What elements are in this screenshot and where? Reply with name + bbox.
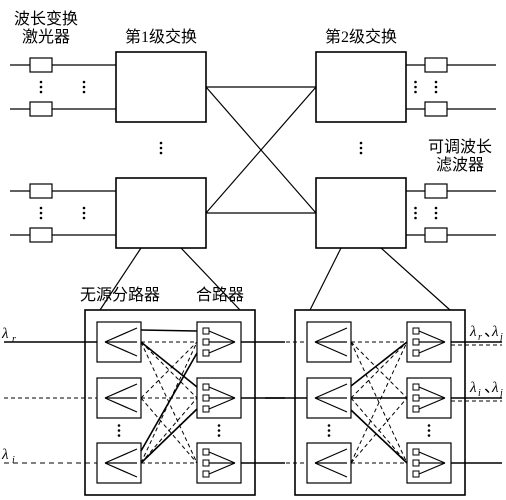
lambda-r: λ [1, 326, 9, 342]
label: r [478, 332, 482, 343]
lambda-r-sub: r [12, 334, 16, 345]
laser-label-2: 激光器 [22, 28, 70, 46]
lambda-i2: λ [469, 380, 477, 396]
label: λ [491, 324, 499, 340]
stage2-label: 第2级交换 [325, 28, 397, 46]
lambda-r2: λ [469, 324, 477, 340]
label: λ [491, 380, 499, 396]
stage1-label: 第1级交换 [125, 28, 197, 46]
lambda-i-sub: i [12, 455, 15, 466]
splitter-label: 无源分路器 [80, 286, 160, 304]
laser-label-1: 波长变换 [14, 10, 78, 28]
filter-label-2: 滤波器 [436, 156, 484, 174]
lambda-i: λ [1, 447, 9, 463]
combiner-label: 合路器 [196, 286, 244, 304]
label: i [478, 388, 481, 399]
filter-label-1: 可调波长 [428, 138, 492, 156]
